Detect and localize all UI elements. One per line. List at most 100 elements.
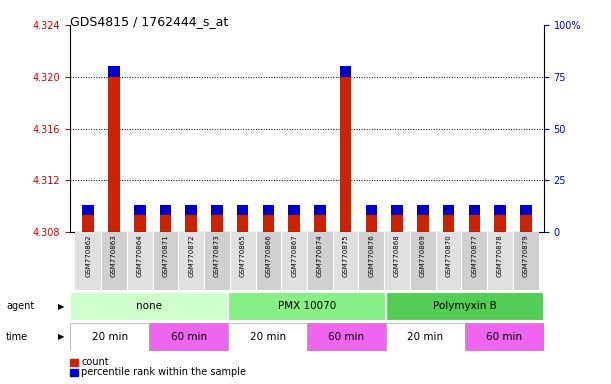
Bar xyxy=(211,205,223,215)
Bar xyxy=(82,205,94,215)
Bar xyxy=(365,215,377,232)
Bar xyxy=(461,232,487,290)
Bar xyxy=(255,232,281,290)
Bar xyxy=(359,232,384,290)
Text: GSM770879: GSM770879 xyxy=(523,234,529,277)
Bar xyxy=(134,205,145,215)
Text: 60 min: 60 min xyxy=(486,332,522,342)
Bar xyxy=(101,232,127,290)
Bar xyxy=(340,66,351,77)
Text: GSM770865: GSM770865 xyxy=(240,234,246,277)
Bar xyxy=(70,323,149,351)
Text: GSM770871: GSM770871 xyxy=(163,234,169,277)
Text: agent: agent xyxy=(6,301,34,311)
Bar xyxy=(391,205,403,215)
Text: percentile rank within the sample: percentile rank within the sample xyxy=(81,367,246,377)
Text: GDS4815 / 1762444_s_at: GDS4815 / 1762444_s_at xyxy=(70,15,229,28)
Bar xyxy=(288,205,300,215)
Bar xyxy=(365,205,377,215)
Bar xyxy=(134,215,145,232)
Text: GSM770862: GSM770862 xyxy=(86,234,91,277)
Bar xyxy=(178,232,204,290)
Bar xyxy=(417,205,429,215)
Text: none: none xyxy=(136,301,162,311)
Bar xyxy=(149,323,228,351)
Bar xyxy=(520,215,532,232)
Bar xyxy=(230,232,255,290)
Text: count: count xyxy=(81,357,109,367)
Bar xyxy=(386,323,465,351)
Text: 20 min: 20 min xyxy=(92,332,128,342)
Text: 20 min: 20 min xyxy=(408,332,444,342)
Bar xyxy=(108,77,120,232)
Text: GSM770876: GSM770876 xyxy=(368,234,375,277)
Bar xyxy=(443,215,455,232)
Bar xyxy=(159,205,171,215)
Text: 60 min: 60 min xyxy=(170,332,207,342)
Bar xyxy=(185,215,197,232)
Text: ▶: ▶ xyxy=(58,333,64,341)
Bar xyxy=(494,215,506,232)
Bar xyxy=(237,205,249,215)
Bar xyxy=(307,323,386,351)
Bar xyxy=(70,292,228,321)
Text: ▶: ▶ xyxy=(58,302,64,311)
Text: PMX 10070: PMX 10070 xyxy=(278,301,336,311)
Bar xyxy=(314,205,326,215)
Text: GSM770878: GSM770878 xyxy=(497,234,503,277)
Text: 60 min: 60 min xyxy=(329,332,365,342)
Text: GSM770872: GSM770872 xyxy=(188,234,194,277)
Bar xyxy=(340,77,351,232)
Bar xyxy=(185,205,197,215)
Text: GSM770873: GSM770873 xyxy=(214,234,220,277)
Bar xyxy=(127,232,153,290)
Bar xyxy=(520,205,532,215)
Bar xyxy=(228,292,386,321)
Text: GSM770864: GSM770864 xyxy=(137,234,143,277)
Bar xyxy=(70,323,149,351)
Bar xyxy=(410,232,436,290)
Bar xyxy=(465,323,544,351)
Bar xyxy=(149,323,228,351)
Bar xyxy=(469,215,480,232)
Bar xyxy=(153,232,178,290)
Bar xyxy=(228,323,307,351)
Bar xyxy=(384,232,410,290)
Text: GSM770877: GSM770877 xyxy=(471,234,477,277)
Text: GSM770867: GSM770867 xyxy=(291,234,297,277)
Bar xyxy=(82,215,94,232)
Bar xyxy=(281,232,307,290)
Bar xyxy=(494,205,506,215)
Bar xyxy=(237,215,249,232)
Text: time: time xyxy=(6,332,28,342)
Text: GSM770875: GSM770875 xyxy=(343,234,349,277)
Bar xyxy=(307,323,386,351)
Bar xyxy=(487,232,513,290)
Bar xyxy=(314,215,326,232)
Text: 20 min: 20 min xyxy=(249,332,285,342)
Bar xyxy=(211,215,223,232)
Bar xyxy=(159,215,171,232)
Bar xyxy=(417,215,429,232)
Bar xyxy=(228,323,307,351)
Text: GSM770869: GSM770869 xyxy=(420,234,426,277)
Bar xyxy=(333,232,359,290)
Text: GSM770866: GSM770866 xyxy=(265,234,271,277)
Bar xyxy=(228,292,386,321)
Bar xyxy=(75,232,101,290)
Text: GSM770870: GSM770870 xyxy=(445,234,452,277)
Bar xyxy=(263,205,274,215)
Text: GSM770868: GSM770868 xyxy=(394,234,400,277)
Text: Polymyxin B: Polymyxin B xyxy=(433,301,497,311)
Bar xyxy=(386,292,544,321)
Bar xyxy=(386,323,465,351)
Bar xyxy=(443,205,455,215)
Bar xyxy=(469,205,480,215)
Bar xyxy=(108,66,120,77)
Bar xyxy=(391,215,403,232)
Bar xyxy=(436,232,461,290)
Bar xyxy=(465,323,544,351)
Bar xyxy=(288,215,300,232)
Bar xyxy=(263,215,274,232)
Bar xyxy=(386,292,544,321)
